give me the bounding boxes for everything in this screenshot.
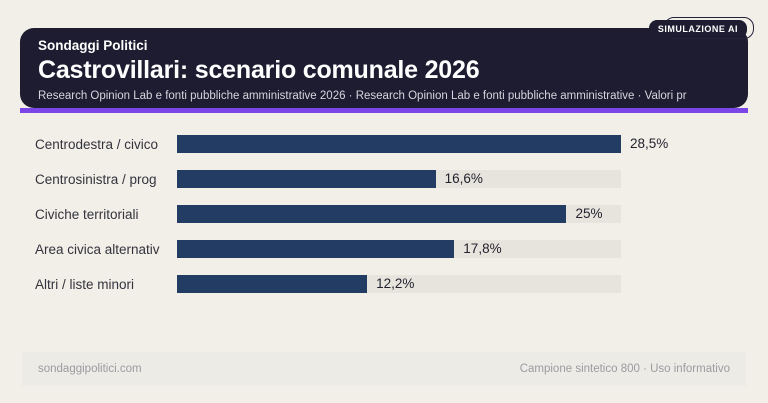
value-label: 25% (575, 206, 603, 221)
chart-row: Centrodestra / civico 28,5% (0, 135, 768, 153)
value-label: 28,5% (630, 136, 669, 151)
category-label: Centrodestra / civico (35, 136, 159, 152)
bar-track: 12,2% (177, 275, 621, 293)
page-subtitle: Research Opinion Lab e fonti pubbliche a… (38, 90, 687, 102)
category-label: Centrosinistra / prog (35, 171, 157, 187)
accent-divider (20, 108, 748, 113)
header-card: Sondaggi Politici Castrovillari: scenari… (20, 28, 748, 108)
value-label: 12,2% (376, 276, 415, 291)
bar (177, 275, 368, 293)
value-label: 17,8% (463, 241, 502, 256)
bar (177, 205, 567, 223)
category-label: Area civica alternativ (35, 241, 160, 257)
category-label: Altri / liste minori (35, 276, 135, 292)
chart-row: Area civica alternativ 17,8% (0, 240, 768, 258)
bar (177, 240, 455, 258)
bar-track: 17,8% (177, 240, 621, 258)
chart-row: Centrosinistra / prog 16,6% (0, 170, 768, 188)
footer-sample-text: Campione sintetico 800 · Uso informativo (519, 363, 730, 375)
bar-track: 16,6% (177, 170, 621, 188)
brand-kicker: Sondaggi Politici (38, 38, 148, 53)
bar-track: 25% (177, 205, 621, 223)
bar-chart: Centrodestra / civico 28,5% Centrosinist… (0, 135, 768, 310)
simulation-badge: SIMULAZIONE AI (648, 20, 747, 38)
page-title: Castrovillari: scenario comunale 2026 (38, 56, 480, 84)
footer-site-text: sondaggipolitici.com (38, 363, 142, 375)
category-label: Civiche territoriali (35, 206, 139, 222)
bar (177, 170, 436, 188)
bar (177, 135, 621, 153)
footer-bar: sondaggipolitici.com Campione sintetico … (22, 352, 746, 386)
chart-row: Altri / liste minori 12,2% (0, 275, 768, 293)
bar-track: 28,5% (177, 135, 668, 153)
chart-row: Civiche territoriali 25% (0, 205, 768, 223)
value-label: 16,6% (444, 171, 483, 186)
